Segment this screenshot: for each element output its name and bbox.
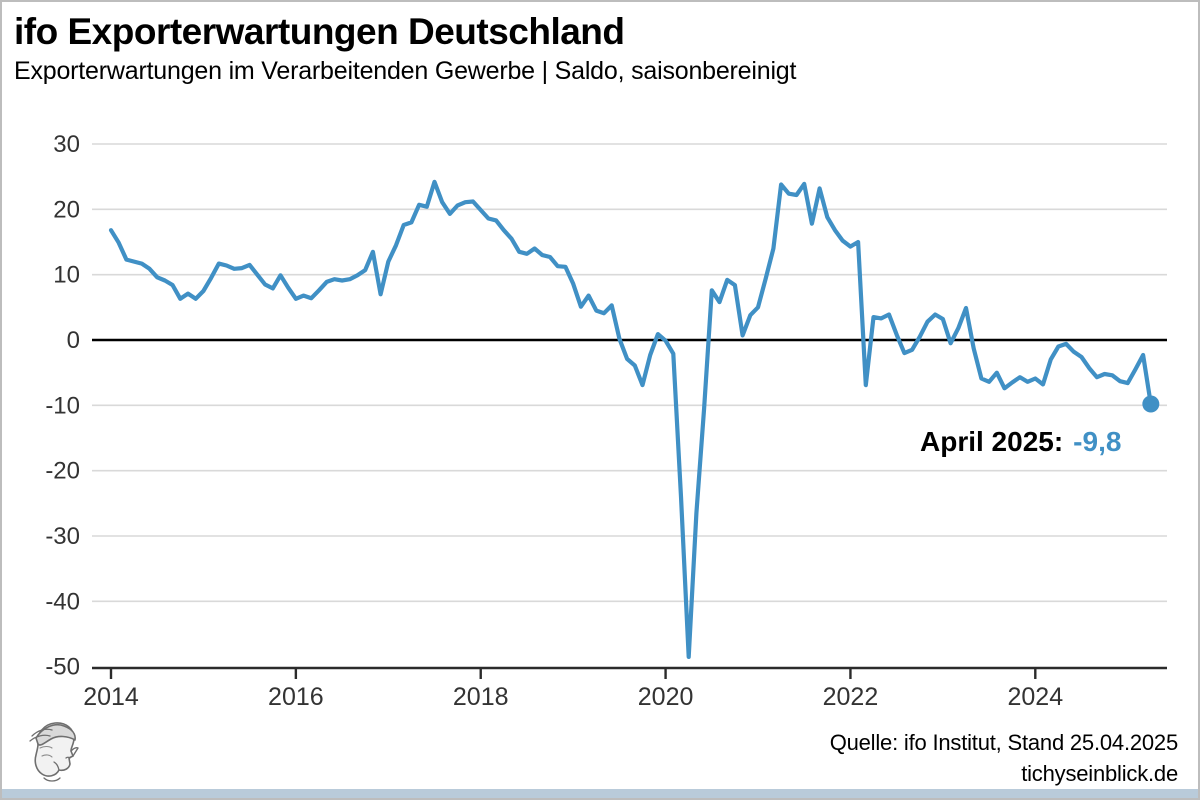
y-tick-label: -20 <box>45 458 80 485</box>
last-value-number: -9,8 <box>1073 426 1122 457</box>
y-tick-label: -10 <box>45 392 80 419</box>
y-tick-label: -30 <box>45 523 80 550</box>
x-tick-label: 2014 <box>83 683 139 711</box>
website-line: tichyseinblick.de <box>1021 760 1178 786</box>
last-point-marker <box>1142 395 1160 413</box>
x-tick-label: 2020 <box>638 683 694 711</box>
y-tick-label: 20 <box>53 196 80 223</box>
tichys-einblick-hermes-logo <box>24 714 86 797</box>
page-subtitle: Exporterwartungen im Verarbeitenden Gewe… <box>14 56 797 85</box>
chart-header: ifo Exporterwartungen Deutschland Export… <box>14 11 797 86</box>
footer-accent-bar <box>2 789 1198 798</box>
y-tick-label: 10 <box>53 262 80 289</box>
source-line: Quelle: ifo Institut, Stand 25.04.2025 <box>829 730 1179 755</box>
x-tick-label: 2024 <box>1007 683 1063 711</box>
x-tick-label: 2018 <box>453 683 509 711</box>
hermes-head-icon <box>29 722 79 782</box>
page-title: ifo Exporterwartungen Deutschland <box>14 11 625 52</box>
y-tick-label: -40 <box>45 588 80 615</box>
y-tick-label: 30 <box>53 131 80 158</box>
data-line <box>108 179 1153 660</box>
x-tick-label: 2022 <box>823 683 879 711</box>
y-tick-label: -50 <box>45 654 80 681</box>
last-value-annotation: April 2025: -9,8 <box>920 426 1121 458</box>
x-tick-label: 2016 <box>268 683 324 711</box>
last-value-label: April 2025: <box>920 426 1064 457</box>
y-tick-label: 0 <box>67 327 80 354</box>
source-note: Quelle: ifo Institut, Stand 25.04.2025 t… <box>829 728 1179 790</box>
